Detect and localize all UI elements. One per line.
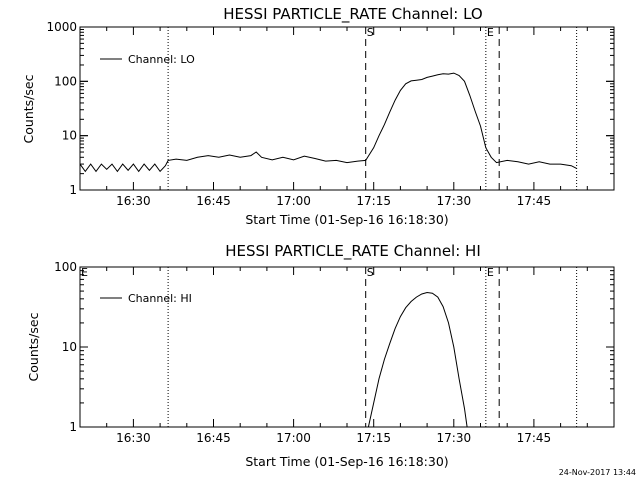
chart-title-lo: HESSI PARTICLE_RATE Channel: LO	[223, 5, 482, 24]
y-tick-label: 100	[54, 260, 77, 274]
x-tick-label: 17:00	[276, 431, 311, 445]
event-marker-label: E	[487, 266, 494, 279]
plot-frame	[79, 26, 615, 191]
y-tick-label: 1000	[46, 20, 77, 34]
data-series-line	[367, 291, 468, 428]
chart-panel-lo: HESSI PARTICLE_RATE Channel: LO Start Ti…	[21, 5, 615, 227]
x-tick-label: 17:45	[517, 194, 552, 208]
legend-label-lo: Channel: LO	[128, 53, 195, 66]
x-axis-label-lo: Start Time (01-Sep-16 16:18:30)	[245, 212, 448, 227]
event-marker-label: S	[367, 266, 374, 279]
legend-label-hi: Channel: HI	[128, 292, 192, 305]
data-series-line	[79, 72, 577, 173]
x-tick-label: 16:45	[196, 194, 231, 208]
x-tick-label: 17:00	[276, 194, 311, 208]
y-axis-label-lo: Counts/sec	[21, 74, 36, 143]
x-tick-label: 16:45	[196, 431, 231, 445]
y-tick-label: 100	[54, 74, 77, 88]
footer-timestamp: 24-Nov-2017 13:44	[559, 468, 636, 477]
x-axis-label-hi: Start Time (01-Sep-16 16:18:30)	[245, 454, 448, 469]
x-tick-label: 17:30	[437, 194, 472, 208]
x-tick-label: 16:30	[116, 431, 151, 445]
chart-title-hi: HESSI PARTICLE_RATE Channel: HI	[225, 242, 481, 261]
x-tick-label: 17:15	[356, 431, 391, 445]
x-tick-label: 17:15	[356, 194, 391, 208]
event-marker-label: S	[367, 26, 374, 39]
x-tick-label: 17:45	[517, 431, 552, 445]
y-tick-label: 1	[69, 420, 77, 434]
y-axis-label-hi: Counts/sec	[26, 312, 41, 381]
x-tick-label: 16:30	[116, 194, 151, 208]
y-tick-label: 1	[69, 183, 77, 197]
x-tick-label: 17:30	[437, 431, 472, 445]
y-tick-label: 10	[62, 340, 77, 354]
y-tick-label: 10	[62, 129, 77, 143]
plot-frame	[79, 266, 615, 428]
event-marker-label: E	[81, 266, 88, 279]
event-marker-label: E	[487, 26, 494, 39]
chart-panel-hi: HESSI PARTICLE_RATE Channel: HI Start Ti…	[26, 242, 615, 469]
